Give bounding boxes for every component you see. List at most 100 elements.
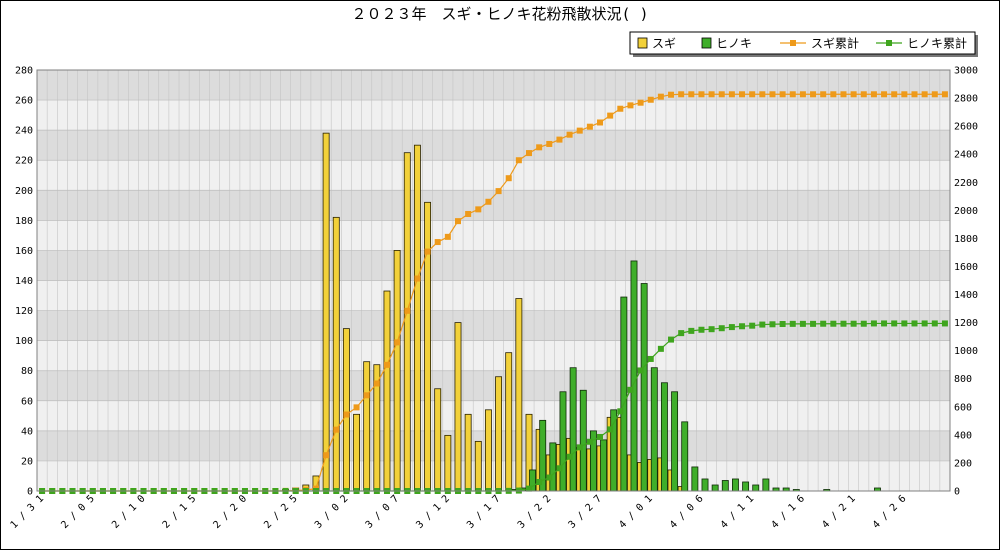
y-tick-label: 80: [21, 366, 33, 377]
hinoki-bar: [711, 484, 719, 492]
y2-tick-label: 1600: [954, 262, 978, 273]
sugi-bar: [363, 361, 371, 492]
sugi-bar: [434, 388, 442, 492]
hinoki-cumulative-point: [647, 355, 654, 362]
sugi-cumulative-point: [505, 175, 512, 182]
sugi-cumulative-point: [373, 380, 380, 387]
hinoki-cumulative-point: [941, 320, 948, 327]
y-tick-label: 240: [15, 126, 33, 137]
sugi-cumulative-point: [698, 91, 705, 98]
sugi-cumulative-point: [718, 91, 725, 98]
hinoki-bar: [721, 480, 729, 492]
sugi-cumulative-point: [434, 239, 441, 246]
sugi-cumulative-point: [383, 361, 390, 368]
hinoki-cumulative-point: [921, 320, 928, 327]
hinoki-bar: [620, 296, 628, 492]
y2-tick-label: 200: [954, 458, 972, 469]
sugi-cumulative-point: [343, 411, 350, 418]
sugi-bar: [424, 201, 432, 492]
hinoki-bar: [579, 389, 587, 492]
y-tick-label: 140: [15, 276, 33, 287]
sugi-cumulative-point: [637, 99, 644, 106]
sugi-cumulative-point: [556, 136, 563, 143]
y2-tick-label: 1000: [954, 346, 978, 357]
hinoki-bar: [569, 367, 577, 492]
hinoki-bar: [660, 382, 668, 492]
hinoki-bar: [732, 478, 739, 492]
y2-tick-label: 1400: [954, 290, 978, 301]
hinoki-cumulative-point: [931, 320, 938, 327]
hinoki-cumulative-point: [881, 320, 888, 327]
hinoki-cumulative-point: [810, 320, 817, 327]
sugi-cumulative-point: [566, 131, 573, 138]
legend-point-swatch: [886, 40, 892, 46]
sugi-cumulative-point: [607, 112, 614, 119]
sugi-cumulative-point: [891, 91, 898, 98]
y2-tick-label: 2600: [954, 122, 978, 133]
sugi-bar: [495, 376, 503, 492]
sugi-bar: [474, 440, 482, 492]
sugi-cumulative-point: [424, 248, 431, 255]
sugi-cumulative-point: [363, 392, 370, 399]
hinoki-cumulative-point: [627, 386, 634, 393]
hinoki-bar: [701, 478, 709, 492]
y-tick-label: 200: [15, 186, 33, 197]
sugi-bar: [444, 434, 452, 492]
sugi-bar: [464, 413, 472, 492]
sugi-cumulative-point: [850, 91, 857, 98]
hinoki-cumulative-point: [759, 321, 766, 328]
sugi-cumulative-point: [444, 233, 451, 240]
hinoki-bar: [640, 283, 648, 492]
hinoki-cumulative-point: [830, 320, 837, 327]
sugi-bar: [413, 144, 421, 492]
plot-border: [36, 69, 951, 492]
y2-tick-label: 0: [954, 487, 960, 498]
sugi-bar: [484, 409, 492, 492]
sugi-cumulative-point: [536, 144, 543, 151]
sugi-bar: [454, 322, 462, 492]
sugi-bar: [505, 352, 513, 492]
hinoki-cumulative-point: [708, 326, 715, 333]
sugi-cumulative-point: [708, 91, 715, 98]
sugi-cumulative-point: [810, 91, 817, 98]
hinoki-cumulative-point: [526, 485, 533, 492]
y-tick-label: 0: [27, 487, 33, 498]
sugi-bar: [322, 132, 330, 492]
sugi-cumulative-point: [779, 91, 786, 98]
sugi-cumulative-point: [820, 91, 827, 98]
hinoki-cumulative-point: [698, 326, 705, 333]
sugi-cumulative-point: [901, 91, 908, 98]
hinoki-cumulative-point: [718, 325, 725, 332]
sugi-cumulative-point: [404, 307, 411, 314]
hinoki-cumulative-point: [556, 465, 563, 472]
sugi-cumulative-point: [495, 188, 502, 195]
sugi-bar: [332, 216, 340, 492]
sugi-cumulative-point: [789, 91, 796, 98]
y2-tick-label: 600: [954, 402, 972, 413]
hinoki-cumulative-point: [820, 320, 827, 327]
legend-label: ヒノキ: [716, 37, 752, 51]
sugi-cumulative-point: [394, 339, 401, 346]
hinoki-cumulative-point: [607, 426, 614, 433]
hinoki-cumulative-point: [688, 327, 695, 334]
hinoki-cumulative-point: [870, 320, 877, 327]
y2-tick-label: 2800: [954, 94, 978, 105]
sugi-cumulative-point: [546, 140, 553, 147]
hinoki-cumulative-point: [678, 330, 685, 337]
hinoki-cumulative-point: [850, 320, 857, 327]
y-tick-label: 40: [21, 426, 33, 437]
sugi-cumulative-point: [515, 157, 522, 164]
sugi-cumulative-point: [627, 102, 634, 109]
sugi-bar: [353, 413, 360, 492]
sugi-cumulative-point: [840, 91, 847, 98]
hinoki-cumulative-point: [617, 408, 624, 415]
sugi-cumulative-point: [333, 426, 340, 433]
legend: スギ ヒノキ スギ累計 ヒノキ累計: [629, 31, 978, 57]
hinoki-cumulative-point: [901, 320, 908, 327]
sugi-cumulative-point: [921, 91, 928, 98]
hinoki-cumulative-point: [769, 321, 776, 328]
hinoki-cumulative-point: [799, 320, 806, 327]
hinoki-bar: [630, 260, 638, 492]
y2-tick-label: 400: [954, 430, 972, 441]
